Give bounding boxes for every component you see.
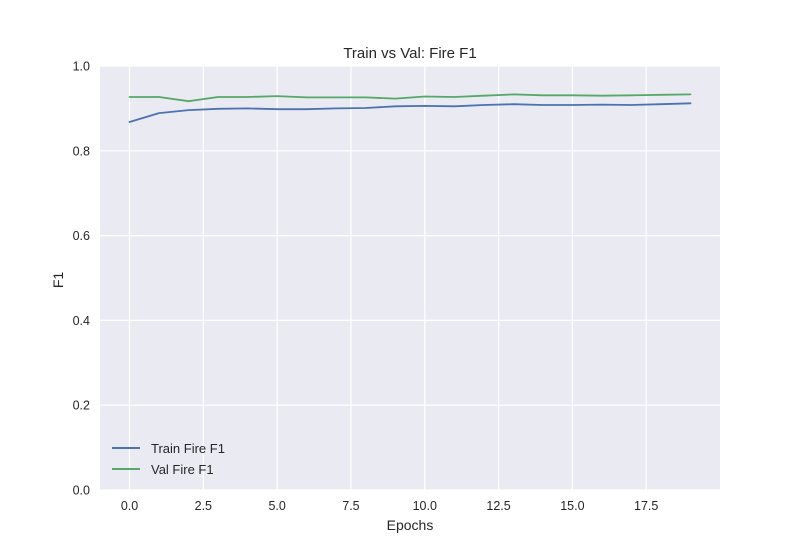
series-line-train-fire-f1: [128, 102, 692, 123]
chart-title: Train vs Val: Fire F1: [343, 45, 476, 62]
y-tick-label: 0.8: [73, 144, 90, 158]
y-tick-label: 1.0: [73, 60, 90, 74]
x-tick-label: 17.5: [634, 499, 658, 513]
legend-label-val: Val Fire F1: [151, 462, 214, 477]
x-tick-label: 2.5: [195, 499, 212, 513]
legend: Train Fire F1 Val Fire F1: [112, 441, 225, 477]
series-line-val-fire-f1: [128, 93, 692, 103]
y-tick-label: 0.4: [73, 314, 90, 328]
plot-background: [100, 66, 720, 490]
legend-label-train: Train Fire F1: [151, 441, 225, 456]
x-tick-labels: 0.0 2.5 5.0 7.5 10.0 12.5 15.0 17.5: [121, 499, 659, 513]
x-tick-label: 0.0: [121, 499, 138, 513]
x-tick-label: 5.0: [268, 499, 285, 513]
y-tick-label: 0.2: [73, 399, 90, 413]
y-axis-label: F1: [50, 272, 66, 289]
series-lines: [128, 93, 692, 123]
grid: [100, 65, 720, 491]
y-tick-labels: 0.0 0.2 0.4 0.6 0.8 1.0: [73, 60, 90, 498]
x-tick-label: 15.0: [560, 499, 584, 513]
y-tick-label: 0.6: [73, 229, 90, 243]
x-axis-label: Epochs: [387, 517, 434, 533]
x-tick-label: 7.5: [342, 499, 359, 513]
y-tick-label: 0.0: [73, 484, 90, 498]
x-tick-label: 10.0: [413, 499, 437, 513]
x-tick-label: 12.5: [486, 499, 510, 513]
